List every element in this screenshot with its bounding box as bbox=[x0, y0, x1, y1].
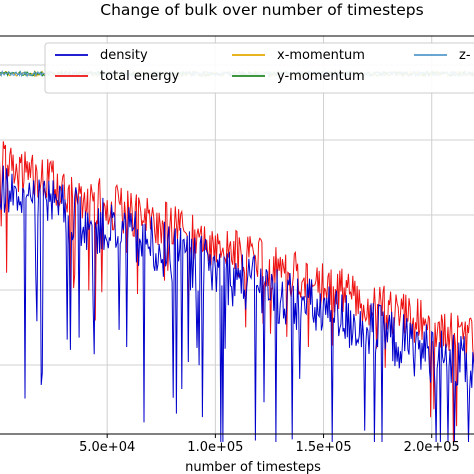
legend-box bbox=[44, 42, 474, 94]
x-tick-label: 1.5e+05 bbox=[295, 440, 351, 455]
legend-label: y-momentum bbox=[277, 69, 365, 84]
legend-label: total energy bbox=[100, 69, 179, 84]
x-tick-label: 2.0e+05 bbox=[404, 440, 460, 455]
x-axis-ticks: 5.0e+04 1.0e+05 1.5e+05 2.0e+05 bbox=[79, 434, 460, 455]
legend-label: density bbox=[100, 48, 148, 63]
x-tick-label: 5.0e+04 bbox=[79, 440, 135, 455]
series-line-density bbox=[0, 165, 474, 443]
series-line-total-energy bbox=[0, 141, 474, 443]
chart-title: Change of bulk over number of timesteps bbox=[100, 1, 423, 19]
x-tick-label: 1.0e+05 bbox=[187, 440, 243, 455]
x-axis-label: number of timesteps bbox=[185, 460, 321, 474]
legend-label: x-momentum bbox=[277, 48, 365, 63]
plot-frame bbox=[0, 35, 474, 435]
legend-label: z- bbox=[459, 48, 471, 63]
legend: density total energy x-momentum y-momentum z… bbox=[44, 42, 474, 94]
plot-area bbox=[0, 69, 474, 443]
